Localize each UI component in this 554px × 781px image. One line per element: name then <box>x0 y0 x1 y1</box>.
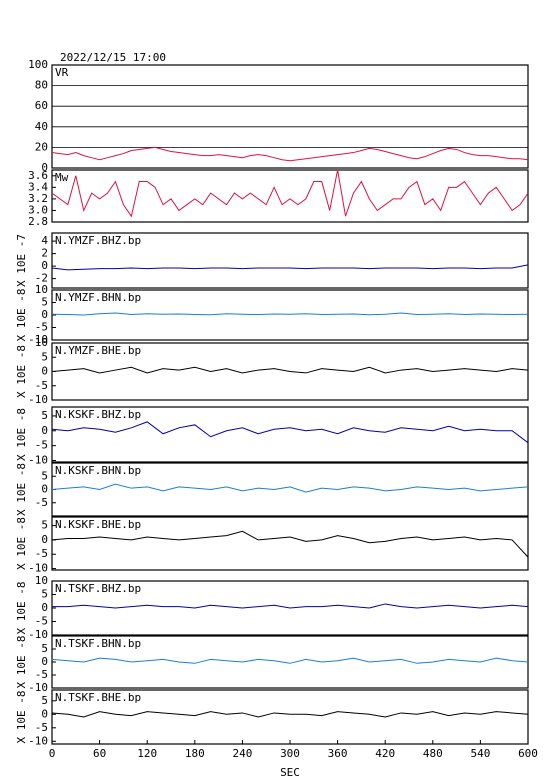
y-tick-label: 0 <box>41 483 48 496</box>
y-tick-label: 0 <box>41 707 48 720</box>
x-tick-label: 600 <box>518 747 538 760</box>
y-tick-label: 5 <box>41 588 48 601</box>
series-line <box>51 530 529 558</box>
panel-frame <box>51 406 529 463</box>
x-tick-label: 540 <box>470 747 490 760</box>
panel-label: VR <box>55 66 69 79</box>
panel-label: N.TSKF.BHN.bp <box>55 637 141 650</box>
y-tick-label: 3.4 <box>28 180 48 193</box>
y-tick-label: 60 <box>35 99 48 112</box>
y-axis-label: X 10E -8 <box>15 408 28 461</box>
y-tick-label: 5 <box>41 409 48 422</box>
panel-frame <box>51 169 529 223</box>
y-axis-label: X 10E -8 <box>15 582 28 635</box>
y-tick-label: 4 <box>41 234 48 247</box>
y-tick-label: -5 <box>35 496 48 509</box>
timestamp: 2022/12/15 17:00 <box>60 51 166 64</box>
y-tick-label: -5 <box>35 379 48 392</box>
y-tick-label: -5 <box>35 439 48 452</box>
y-tick-label: -10 <box>28 393 48 406</box>
y-tick-label: 5 <box>41 519 48 532</box>
series-line <box>51 169 529 218</box>
panel-label: N.YMZF.BHE.bp <box>55 344 141 357</box>
x-tick-label: 480 <box>423 747 443 760</box>
x-tick-label: 300 <box>280 747 300 760</box>
y-tick-label: -10 <box>28 562 48 575</box>
y-tick-label: 0 <box>41 533 48 546</box>
y-axis-label: X 10E -8 <box>15 636 28 689</box>
series-line <box>51 421 529 444</box>
series-line <box>51 483 529 493</box>
panel-frame <box>51 232 529 289</box>
series-line <box>51 366 529 374</box>
y-tick-label: 10 <box>35 336 48 349</box>
panel-label: N.KSKF.BHZ.bp <box>55 408 141 421</box>
y-tick-label: 0 <box>41 601 48 614</box>
y-tick-label: -2 <box>35 272 48 285</box>
y-tick-label: 3.6 <box>28 169 48 182</box>
y-tick-label: 0 <box>41 655 48 668</box>
x-tick-label: 180 <box>185 747 205 760</box>
y-tick-label: -5 <box>35 547 48 560</box>
panel-label: N.YMZF.BHN.bp <box>55 291 141 304</box>
x-tick-label: 420 <box>375 747 395 760</box>
y-tick-label: 5 <box>41 694 48 707</box>
panel-label: Mw <box>55 171 69 184</box>
y-tick-label: 0 <box>41 308 48 321</box>
panel-label: N.KSKF.BHN.bp <box>55 464 141 477</box>
series-line <box>52 603 529 609</box>
y-tick-label: -10 <box>28 454 48 467</box>
y-tick-label: 20 <box>35 140 48 153</box>
y-tick-label: 3.2 <box>28 192 48 205</box>
y-tick-label: 0 <box>41 161 48 174</box>
x-tick-label: 240 <box>232 747 252 760</box>
y-tick-label: 5 <box>41 296 48 309</box>
y-tick-label: 80 <box>35 79 48 92</box>
panel-label: N.TSKF.BHZ.bp <box>55 582 141 595</box>
y-axis-label: X 10E -7 <box>15 234 28 287</box>
series-line <box>51 264 529 271</box>
series-line <box>51 312 529 316</box>
x-tick-label: 120 <box>137 747 157 760</box>
x-tick-label: 0 <box>49 747 56 760</box>
y-tick-label: 10 <box>35 574 48 587</box>
panel-label: N.TSKF.BHE.bp <box>55 691 141 704</box>
y-tick-label: 0 <box>41 424 48 437</box>
y-tick-label: 5 <box>41 350 48 363</box>
y-tick-label: 10 <box>35 283 48 296</box>
x-axis-label: SEC <box>280 766 300 779</box>
panel-label: N.KSKF.BHE.bp <box>55 518 141 531</box>
panel-frame <box>51 516 529 571</box>
series-line <box>51 711 529 718</box>
y-tick-label: 2 <box>41 247 48 260</box>
y-axis-label: X 10E -8 <box>15 289 28 342</box>
y-tick-label: -10 <box>28 333 48 346</box>
panel-label: N.YMZF.BHZ.bp <box>55 234 141 247</box>
series-line <box>51 146 529 162</box>
x-tick-label: 60 <box>93 747 106 760</box>
y-tick-label: -10 <box>28 628 48 641</box>
y-axis-label: X 10E -8 <box>15 463 28 516</box>
panel-frame <box>51 64 529 169</box>
y-tick-label: 100 <box>28 58 48 71</box>
y-tick-label: -5 <box>35 321 48 334</box>
y-axis-label: X 10E -8 <box>15 345 28 398</box>
y-tick-label: -10 <box>28 734 48 747</box>
series-line <box>51 657 529 664</box>
y-tick-label: -5 <box>35 668 48 681</box>
x-tick-label: 360 <box>328 747 348 760</box>
y-axis-label: X 10E -8 <box>15 691 28 744</box>
y-tick-label: 2.8 <box>28 215 48 228</box>
y-tick-label: 0 <box>41 259 48 272</box>
y-tick-label: 5 <box>41 642 48 655</box>
y-tick-label: 0 <box>41 365 48 378</box>
y-tick-label: -10 <box>28 681 48 694</box>
y-axis-label: X 10E -8 <box>15 517 28 570</box>
y-tick-label: 40 <box>35 120 48 133</box>
y-tick-label: -5 <box>35 615 48 628</box>
y-tick-label: 3.0 <box>28 203 48 216</box>
y-tick-label: -5 <box>35 721 48 734</box>
y-tick-label: 5 <box>41 469 48 482</box>
